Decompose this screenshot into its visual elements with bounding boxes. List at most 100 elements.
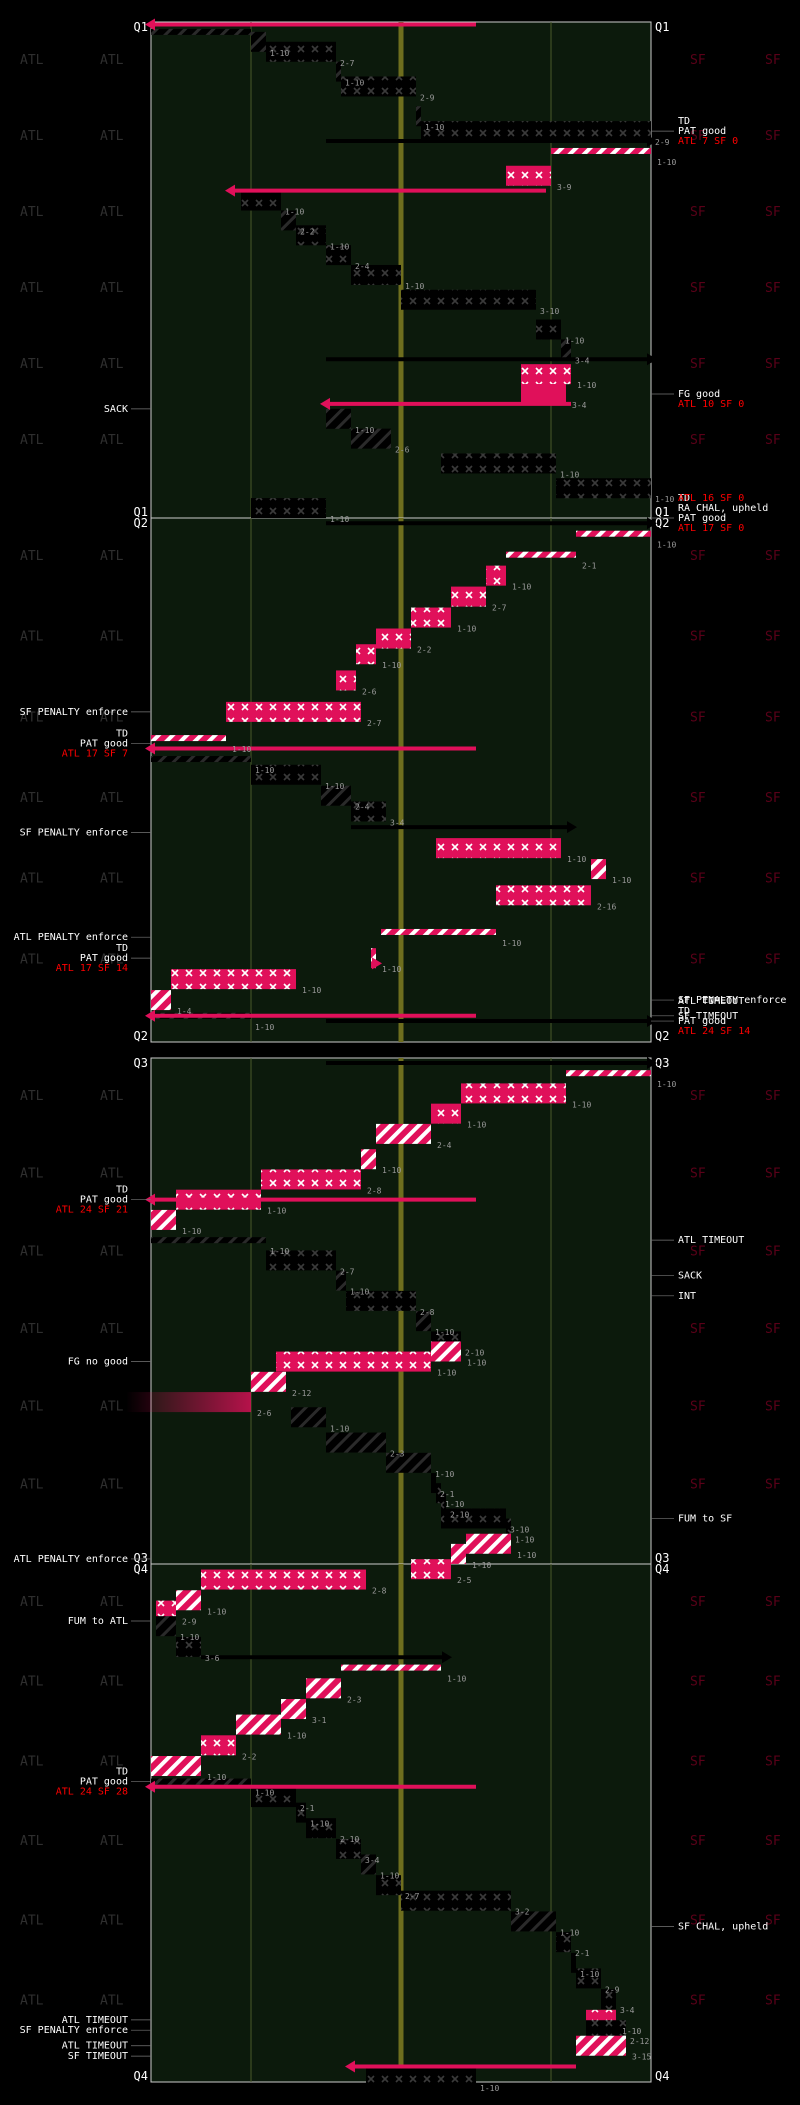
play-bar [201,1569,366,1590]
event-label: TD [116,1185,128,1196]
watermark-sf: SF [765,205,781,220]
event-label: PAT good [678,513,726,524]
play-bar [576,1968,601,1989]
watermark-sf: SF [690,1089,706,1104]
play-bar [261,1169,361,1190]
watermark-sf: SF [765,1675,781,1690]
down-distance-label: 2-7 [367,719,382,728]
event-label: ATL TIMEOUT [62,2015,128,2026]
quarter-label-bottom-left: Q1 [134,505,148,519]
play-bar [386,1452,431,1473]
down-distance-label: 1-10 [612,876,631,885]
event-label: FG good [678,389,720,400]
play-bar [411,607,451,628]
event-label: ATL TIMEOUT [62,2041,128,2052]
event-label: TD [678,116,690,127]
kick-arrow [647,353,657,366]
play-bar [486,565,506,586]
watermark-sf: SF [765,1477,781,1492]
down-distance-label: 1-10 [447,1675,466,1684]
down-distance-label: 1-10 [267,1207,286,1216]
down-distance-label: 1-10 [207,1607,226,1616]
watermark-sf: SF [690,1167,706,1182]
play-bar [361,1854,376,1875]
down-distance-label: 1-10 [325,782,344,791]
play-bar [561,339,571,360]
down-distance-label: 1-10 [437,1369,456,1378]
play-bar [326,1432,386,1453]
quarter-label-bottom-left: Q4 [134,2069,148,2083]
watermark-atl: ATL [100,1993,124,2008]
quarter-label-top-right: Q1 [655,20,669,34]
down-distance-label: 2-2 [300,227,315,236]
quarter-label-bottom-left: Q2 [134,1029,148,1043]
score-label: ATL 24 SF 14 [678,1026,750,1037]
watermark-atl: ATL [20,791,44,806]
quarter-label-top-left: Q2 [134,516,148,530]
play-bar [441,1508,506,1529]
play-bar [371,948,376,969]
watermark-sf: SF [690,1834,706,1849]
down-distance-label: 1-10 [232,745,251,754]
kick-arrow [647,1057,657,1070]
down-distance-label: 3-15 [632,2053,651,2062]
event-label: SF PENALTY enforce [20,827,128,838]
play-bar [236,1714,281,1735]
down-distance-label: 1-10 [255,766,274,775]
down-distance-label: 1-10 [467,1358,486,1367]
event-label: FG no good [68,1357,128,1368]
play-bar [341,1664,441,1671]
down-distance-label: 2-7 [492,604,507,613]
event-label: FUM to SF [678,1513,732,1524]
play-bar [336,670,356,691]
watermark-atl: ATL [20,53,44,68]
play-bar [431,1341,461,1362]
watermark-atl: ATL [20,129,44,144]
play-bar [401,1890,511,1911]
watermark-atl: ATL [100,205,124,220]
watermark-atl: ATL [20,1595,44,1610]
down-distance-label: 1-10 [445,1500,464,1509]
watermark-atl: ATL [20,205,44,220]
play-bar [376,1123,431,1144]
down-distance-label: 1-10 [572,1100,591,1109]
score-label: ATL 17 SF 14 [56,963,128,974]
play-bar [536,319,561,340]
play-bar [551,147,651,154]
watermark-atl: ATL [100,872,124,887]
event-label: ATL PENALTY enforce [14,1554,128,1565]
watermark-sf: SF [690,1754,706,1769]
down-distance-label: 1-10 [512,583,531,592]
play-bar [296,225,326,246]
play-bar [251,1787,296,1808]
play-bar [571,1952,576,1973]
watermark-sf: SF [690,205,706,220]
watermark-sf: SF [690,1400,706,1415]
watermark-sf: SF [690,791,706,806]
down-distance-label: 2-10 [340,1835,359,1844]
play-bar [326,245,351,266]
down-distance-label: 2-12 [292,1389,311,1398]
down-distance-label: 2-9 [182,1618,197,1627]
down-distance-label: 3-4 [365,1856,380,1865]
play-bar [601,1989,616,2010]
watermark-sf: SF [765,952,781,967]
watermark-sf: SF [765,549,781,564]
down-distance-label: 2-7 [340,59,355,68]
event-label: FUM to ATL [68,1616,128,1627]
down-distance-label: 1-10 [480,2084,499,2093]
down-distance-label: 1-10 [405,282,424,291]
down-distance-label: 1-10 [380,1871,399,1880]
down-distance-label: 1-10 [182,1227,201,1236]
play-bar [576,2035,626,2056]
play-bar [401,289,536,310]
down-distance-label: 2-4 [355,262,370,271]
play-bar [151,1237,266,1244]
play-bar [151,1778,251,1785]
watermark-atl: ATL [20,281,44,296]
watermark-atl: ATL [100,1244,124,1259]
down-distance-label: 2-7 [340,1267,355,1276]
watermark-atl: ATL [20,1244,44,1259]
down-distance-label: 3-4 [575,356,590,365]
watermark-atl: ATL [100,710,124,725]
